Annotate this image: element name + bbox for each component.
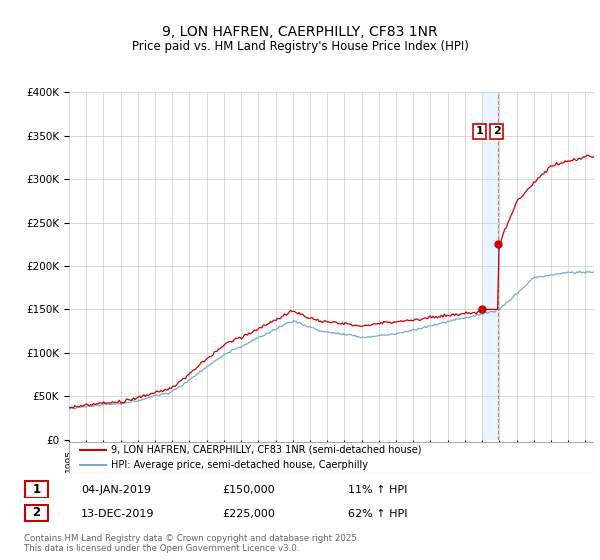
Text: 62% ↑ HPI: 62% ↑ HPI bbox=[348, 508, 407, 519]
Text: 9, LON HAFREN, CAERPHILLY, CF83 1NR (semi-detached house): 9, LON HAFREN, CAERPHILLY, CF83 1NR (sem… bbox=[111, 445, 421, 455]
Text: HPI: Average price, semi-detached house, Caerphilly: HPI: Average price, semi-detached house,… bbox=[111, 460, 368, 470]
Text: 11% ↑ HPI: 11% ↑ HPI bbox=[348, 485, 407, 495]
FancyBboxPatch shape bbox=[69, 442, 594, 473]
Text: £150,000: £150,000 bbox=[222, 485, 275, 495]
Text: 04-JAN-2019: 04-JAN-2019 bbox=[81, 485, 151, 495]
Text: 1: 1 bbox=[476, 127, 484, 137]
Text: Price paid vs. HM Land Registry's House Price Index (HPI): Price paid vs. HM Land Registry's House … bbox=[131, 40, 469, 53]
Text: 13-DEC-2019: 13-DEC-2019 bbox=[81, 508, 155, 519]
Text: 9, LON HAFREN, CAERPHILLY, CF83 1NR: 9, LON HAFREN, CAERPHILLY, CF83 1NR bbox=[162, 25, 438, 39]
Text: 2: 2 bbox=[493, 127, 500, 137]
Text: 1: 1 bbox=[32, 483, 41, 496]
Text: £225,000: £225,000 bbox=[222, 508, 275, 519]
Bar bbox=[482, 92, 499, 440]
Text: Contains HM Land Registry data © Crown copyright and database right 2025.
This d: Contains HM Land Registry data © Crown c… bbox=[24, 534, 359, 553]
Text: 2: 2 bbox=[32, 506, 41, 520]
